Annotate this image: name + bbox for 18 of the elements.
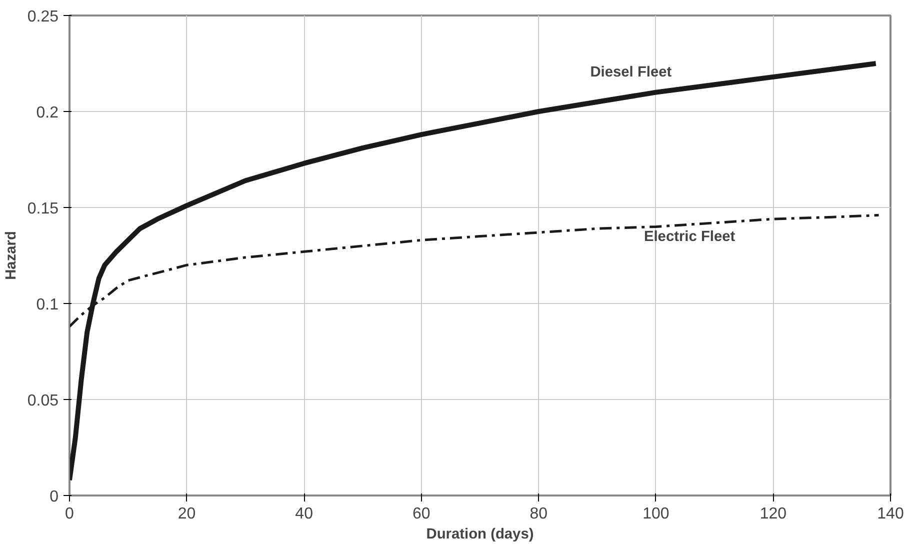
x-axis-title: Duration (days): [426, 526, 534, 542]
x-tick-label: 80: [530, 506, 548, 522]
x-tick-label: 40: [295, 506, 314, 522]
y-tick-label: 0.2: [36, 104, 59, 122]
x-tick-label: 60: [412, 506, 430, 522]
y-tick-label: 0: [50, 488, 59, 506]
x-tick-label: 140: [877, 506, 904, 522]
x-tick-label: 100: [642, 506, 670, 522]
y-tick-label: 0.25: [27, 8, 59, 26]
series-label: Diesel Fleet: [590, 64, 672, 80]
x-tick-label: 20: [178, 506, 196, 522]
y-tick-label: 0.1: [36, 296, 59, 314]
y-tick-label: 0.15: [27, 200, 59, 218]
x-tick-label: 0: [65, 506, 74, 522]
y-axis-title: Hazard: [3, 231, 20, 280]
y-tick-label: 0.05: [27, 392, 59, 410]
series-label: Electric Fleet: [644, 228, 736, 245]
x-tick-label: 120: [760, 506, 787, 522]
